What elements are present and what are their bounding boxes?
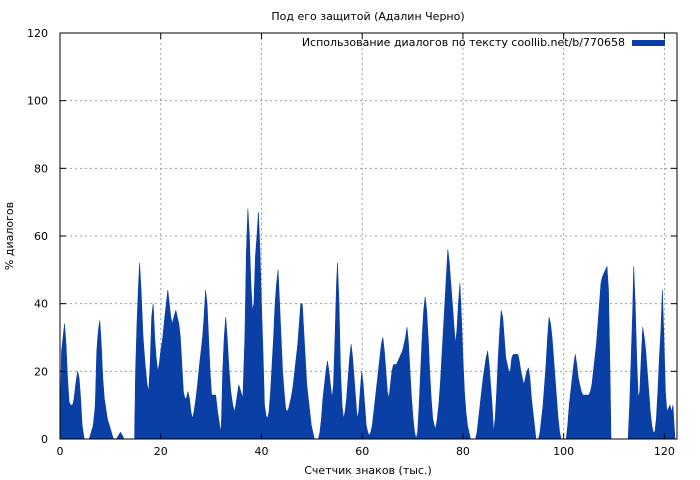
- legend: Использование диалогов по тексту coollib…: [302, 36, 665, 49]
- x-tick-label: 40: [254, 445, 268, 458]
- axis-ticks: 0 20 40 60 80 100 120 0 20 40 60 80 100 120: [27, 27, 677, 458]
- legend-label: Использование диалогов по тексту coollib…: [302, 36, 625, 49]
- x-tick-label: 20: [154, 445, 168, 458]
- chart-title: Под его защитой (Адалин Черно): [271, 10, 464, 23]
- y-tick-label: 40: [34, 298, 48, 311]
- series-area-0: [59, 208, 676, 440]
- y-axis-label: % диалогов: [3, 202, 16, 270]
- x-axis-label: Счетчик знаков (тыс.): [304, 464, 432, 477]
- y-tick-label: 20: [34, 365, 48, 378]
- y-tick-label: 100: [27, 95, 48, 108]
- x-tick-label: 0: [57, 445, 64, 458]
- x-tick-label: 100: [553, 445, 574, 458]
- x-tick-label: 80: [456, 445, 470, 458]
- x-tick-label: 120: [654, 445, 675, 458]
- x-tick-label: 60: [355, 445, 369, 458]
- series-area-group: [59, 208, 676, 440]
- y-tick-label: 0: [41, 433, 48, 446]
- legend-swatch: [632, 40, 665, 46]
- y-tick-label: 60: [34, 230, 48, 243]
- y-tick-label: 80: [34, 162, 48, 175]
- y-tick-label: 120: [27, 27, 48, 40]
